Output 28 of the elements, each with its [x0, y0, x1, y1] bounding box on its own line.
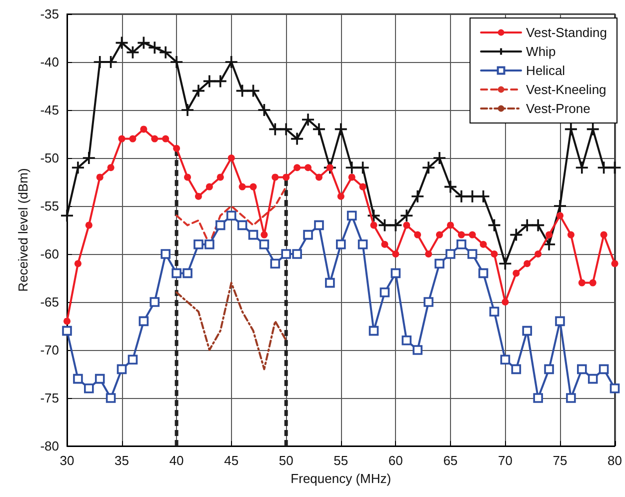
x-tick-label: 45 — [224, 453, 239, 468]
y-tick-label: -60 — [40, 246, 59, 262]
y-tick-label: -70 — [40, 342, 59, 358]
x-tick-label: 55 — [334, 453, 348, 468]
x-tick-label: 70 — [498, 453, 512, 468]
x-tick-label: 65 — [443, 453, 458, 468]
y-tick-label: -35 — [40, 6, 59, 22]
y-tick-label: -65 — [40, 294, 59, 310]
x-tick-label: 40 — [169, 453, 184, 468]
x-tick-label: 35 — [114, 453, 130, 468]
x-tick-label: 80 — [608, 453, 622, 468]
legend-label: Vest-Prone — [526, 101, 590, 116]
y-tick-label: -80 — [40, 438, 59, 454]
legend-label: Vest-Standing — [526, 25, 608, 40]
legend-label: Vest-Kneeling — [526, 82, 606, 97]
y-tick-label: -45 — [40, 102, 59, 118]
y-tick-label: -40 — [40, 54, 59, 70]
x-tick-label: 75 — [552, 453, 568, 468]
y-tick-label: -55 — [40, 198, 59, 214]
y-tick-label: -50 — [40, 150, 59, 166]
x-tick-label: 50 — [278, 453, 294, 468]
legend-label: Whip — [526, 44, 556, 59]
x-axis-title: Frequency (MHz) — [290, 470, 392, 486]
legend-label: Helical — [526, 63, 566, 78]
y-axis-title: Received level (dBm) — [15, 168, 30, 292]
x-tick-label: 30 — [60, 453, 74, 468]
x-tick-label: 60 — [388, 453, 403, 468]
y-tick-label: -75 — [40, 390, 59, 406]
